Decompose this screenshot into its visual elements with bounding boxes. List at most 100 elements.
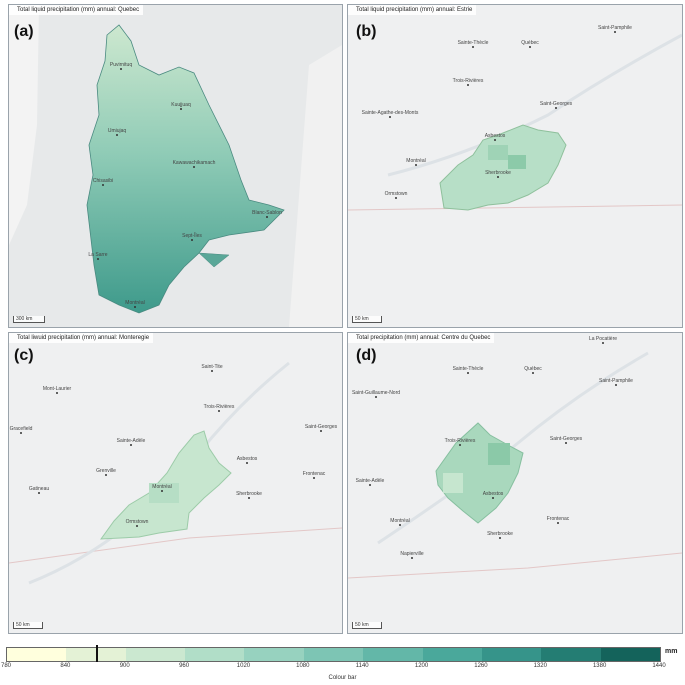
city-marker (120, 68, 122, 70)
colour-bar-segment (7, 648, 67, 661)
colour-bar-segment (185, 648, 245, 661)
colour-bar-unit: mm (665, 648, 678, 655)
colour-bar-tick-label: 1020 (236, 663, 251, 669)
city-label: Saint-Georges (539, 100, 573, 107)
colour-bar-tick-label: 1320 (533, 663, 547, 669)
city-marker (102, 184, 104, 186)
city-marker (389, 116, 391, 118)
colour-bar-segment (541, 648, 601, 661)
scale-bar: 300 km (13, 316, 46, 323)
city-label: Frontenac (302, 470, 326, 477)
city-label: Montréal (125, 299, 145, 306)
city-marker (248, 497, 250, 499)
city-label: Sainte-Agathe-des-Monts (361, 109, 419, 116)
city-label: Mont-Laurier (42, 385, 72, 392)
city-marker (193, 166, 195, 168)
map-panel-quebec[interactable]: Total liquid precipitation (mm) annual: … (8, 4, 343, 328)
city-label: Saint-Georges (549, 435, 583, 442)
colour-bar-tick-label: 1080 (296, 663, 310, 669)
city-label: Blanc-Sablon (252, 209, 282, 216)
city-marker (615, 384, 617, 386)
city-marker (555, 107, 557, 109)
colour-bar-tick-label: 1140 (355, 663, 369, 669)
colour-bar-segment (303, 648, 364, 661)
panel-title: Total liwuid precipitation (mm) annual: … (9, 333, 154, 343)
city-marker (105, 474, 107, 476)
quebec-province-shape (86, 24, 285, 314)
city-marker (415, 164, 417, 166)
city-label: Saint-Georges (304, 423, 338, 430)
city-marker (20, 432, 22, 434)
panel-label: (c) (14, 347, 34, 364)
city-marker (134, 306, 136, 308)
city-marker (180, 108, 182, 110)
city-marker (492, 497, 494, 499)
city-marker (497, 176, 499, 178)
scale-bar: 50 km (352, 316, 382, 323)
colour-bar-segment (422, 648, 482, 661)
gaspe-shape (198, 252, 230, 268)
city-marker (218, 410, 220, 412)
city-label: Asbestos (484, 132, 506, 139)
city-marker (246, 462, 248, 464)
map-canvas (348, 5, 682, 327)
city-marker (411, 557, 413, 559)
colour-bar-tick-label: 1200 (414, 663, 429, 669)
colour-bar-tick-label: 1260 (474, 663, 488, 669)
land-west (9, 5, 39, 245)
estrie-region-shape (439, 124, 567, 211)
colour-bar-tick-label: 1440 (652, 663, 666, 669)
city-label: Puvirnituq (109, 61, 133, 68)
city-marker (313, 477, 315, 479)
city-label: Ormstown (125, 518, 149, 525)
city-label: Kawawachikamach (172, 159, 216, 166)
city-marker (38, 492, 40, 494)
colour-bar-tick-label: 1380 (592, 663, 607, 669)
colour-bar-segment (600, 648, 660, 661)
city-label: Sept-Îles (182, 232, 202, 239)
city-label: Saint-Pamphile (598, 24, 632, 31)
city-label: Sherbrooke (487, 530, 513, 537)
city-marker (97, 258, 99, 260)
city-marker (399, 524, 401, 526)
city-marker (56, 392, 58, 394)
city-label: Asbestos (236, 455, 258, 462)
city-marker (211, 370, 213, 372)
city-marker (467, 84, 469, 86)
city-label: Québec (521, 39, 539, 46)
colour-bar (6, 647, 661, 662)
city-label: Gatineau (28, 485, 50, 492)
panel-label: (b) (356, 23, 377, 40)
colour-bar-segment (125, 648, 186, 661)
panel-label: (d) (356, 347, 377, 364)
colour-bar-title: Colour bar (328, 675, 357, 681)
city-label: Sainte-Adèle (116, 437, 146, 444)
city-marker (557, 522, 559, 524)
city-marker (191, 239, 193, 241)
colour-bar-tick-label: 960 (179, 663, 190, 669)
map-panel-estrie[interactable]: Total liquid precipitation (mm) annual: … (347, 4, 683, 328)
map-panel-monteregie[interactable]: Total liwuid precipitation (mm) annual: … (8, 332, 343, 634)
city-label: Napierville (400, 550, 424, 557)
city-marker (565, 442, 567, 444)
city-marker (161, 490, 163, 492)
city-label: Umiujaq (107, 127, 127, 134)
city-marker (494, 139, 496, 141)
city-label: Gracefield (9, 425, 33, 432)
city-marker (369, 484, 371, 486)
city-marker (320, 430, 322, 432)
city-label: Saint-Guillaume-Nord (351, 389, 401, 396)
map-canvas (9, 333, 342, 633)
city-label: Sainte-Thècle (457, 39, 489, 46)
city-label: Saint-Pamphile (599, 377, 633, 384)
city-marker (472, 46, 474, 48)
panel-title: Total liquid precipitation (mm) annual: … (9, 5, 144, 15)
city-marker (136, 525, 138, 527)
city-marker (116, 134, 118, 136)
city-label: La Sarre (88, 251, 108, 258)
colour-bar-tick-label: 900 (119, 663, 130, 669)
map-panel-centre-du-quebec[interactable]: Total precipitation (mm) annual: Centre … (347, 332, 683, 634)
city-label: Saint-Tite (201, 363, 223, 370)
panel-title: Total liquid precipitation (mm) annual: … (348, 5, 477, 15)
city-marker (529, 46, 531, 48)
